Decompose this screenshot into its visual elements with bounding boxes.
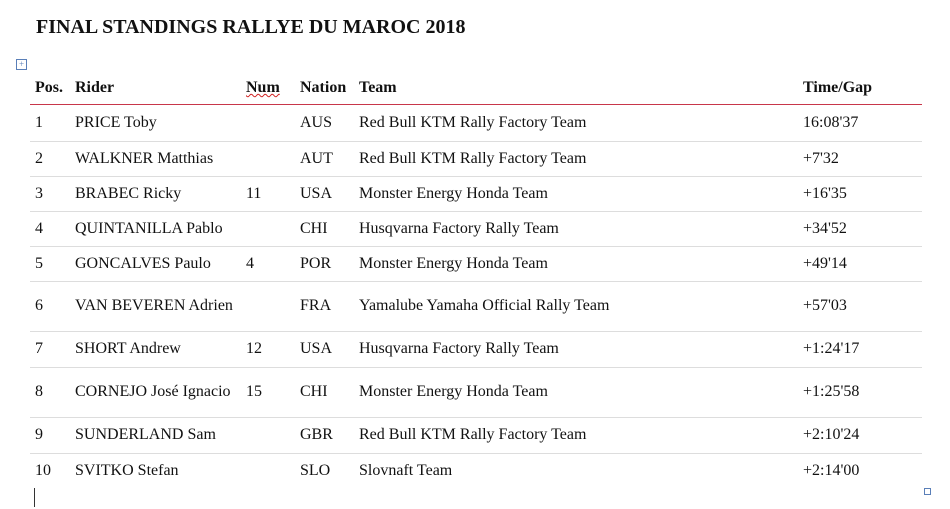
- nation-cell: AUS: [300, 114, 333, 131]
- nation-cell: USA: [300, 340, 333, 357]
- pos-cell: 1: [35, 114, 43, 131]
- num-cell: 11: [246, 184, 262, 202]
- row-separator: [30, 211, 922, 212]
- time-gap-cell: +1:25'58: [803, 383, 860, 400]
- rider-cell: SUNDERLAND Sam: [75, 426, 216, 443]
- num-cell: 15: [246, 383, 262, 400]
- header-num: Num: [246, 79, 280, 96]
- pos-cell: 4: [35, 219, 43, 237]
- nation-cell: CHI: [300, 219, 328, 237]
- rider-cell: PRICE Toby: [75, 114, 157, 131]
- time-gap-cell: +34'52: [803, 219, 847, 237]
- nation-cell: FRA: [300, 297, 332, 314]
- nation-cell: CHI: [300, 383, 328, 400]
- team-cell: Red Bull KTM Rally Factory Team: [359, 426, 587, 443]
- header-time-gap: Time/Gap: [803, 79, 873, 96]
- team-cell: Monster Energy Honda Team: [359, 254, 548, 272]
- row-separator: [30, 453, 922, 454]
- nation-cell: SLO: [300, 462, 331, 479]
- row-separator: [30, 176, 922, 177]
- header-rule: [30, 104, 922, 105]
- rider-cell: CORNEJO José Ignacio: [75, 383, 231, 400]
- rider-cell: GONCALVES Paulo: [75, 254, 211, 272]
- row-separator: [30, 417, 922, 418]
- team-cell: Slovnaft Team: [359, 462, 453, 479]
- time-gap-cell: +49'14: [803, 254, 847, 272]
- rider-cell: SVITKO Stefan: [75, 462, 179, 479]
- time-gap-cell: +57'03: [803, 297, 847, 314]
- header-team: Team: [359, 79, 397, 96]
- team-cell: Monster Energy Honda Team: [359, 383, 548, 400]
- pos-cell: 2: [35, 149, 43, 167]
- pos-cell: 10: [35, 462, 51, 479]
- rider-cell: BRABEC Ricky: [75, 184, 182, 202]
- team-cell: Husqvarna Factory Rally Team: [359, 340, 559, 357]
- pos-cell: 3: [35, 184, 43, 202]
- pos-cell: 8: [35, 383, 43, 400]
- document-title: FINAL STANDINGS RALLYE DU MAROC 2018: [36, 16, 466, 38]
- time-gap-cell: +2:10'24: [803, 426, 860, 443]
- time-gap-cell: +1:24'17: [803, 340, 860, 357]
- num-cell: 4: [246, 254, 254, 272]
- nation-cell: USA: [300, 184, 333, 202]
- nation-cell: POR: [300, 254, 332, 272]
- team-cell: Red Bull KTM Rally Factory Team: [359, 149, 587, 167]
- pos-cell: 5: [35, 254, 43, 272]
- nation-cell: GBR: [300, 426, 333, 443]
- row-separator: [30, 141, 922, 142]
- team-cell: Monster Energy Honda Team: [359, 184, 548, 202]
- header-pos: Pos.: [35, 79, 63, 96]
- header-rider: Rider: [75, 79, 115, 96]
- row-separator: [30, 331, 922, 332]
- table-resize-handle[interactable]: [924, 488, 931, 495]
- num-cell: 12: [246, 340, 262, 357]
- pos-cell: 6: [35, 297, 43, 314]
- pos-cell: 7: [35, 340, 43, 357]
- time-gap-cell: +2:14'00: [803, 462, 860, 479]
- time-gap-cell: +7'32: [803, 149, 839, 167]
- team-cell: Husqvarna Factory Rally Team: [359, 219, 559, 237]
- time-gap-cell: 16:08'37: [803, 114, 859, 131]
- rider-cell: QUINTANILLA Pablo: [75, 219, 223, 237]
- header-nation: Nation: [300, 79, 347, 96]
- row-separator: [30, 246, 922, 247]
- time-gap-cell: +16'35: [803, 184, 847, 202]
- team-cell: Yamalube Yamaha Official Rally Team: [359, 297, 610, 314]
- table-move-handle[interactable]: +: [16, 59, 27, 70]
- team-cell: Red Bull KTM Rally Factory Team: [359, 114, 587, 131]
- rider-cell: SHORT Andrew: [75, 340, 181, 357]
- pos-cell: 9: [35, 426, 43, 443]
- rider-cell: WALKNER Matthias: [75, 149, 214, 167]
- rider-cell: VAN BEVEREN Adrien: [75, 297, 233, 314]
- text-cursor: [34, 488, 35, 507]
- row-separator: [30, 367, 922, 368]
- row-separator: [30, 281, 922, 282]
- nation-cell: AUT: [300, 149, 333, 167]
